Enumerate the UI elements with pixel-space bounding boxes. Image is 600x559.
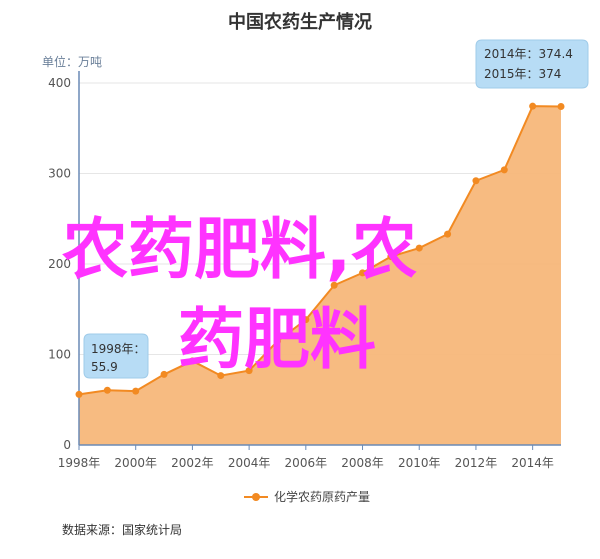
y-tick-label: 400 (48, 76, 71, 90)
data-point[interactable] (415, 244, 423, 252)
tooltip-1998-line2: 55.9 (91, 360, 118, 374)
data-point[interactable] (302, 316, 310, 324)
data-point[interactable] (472, 177, 480, 185)
source-note: 数据来源：国家统计局 (62, 522, 182, 537)
data-point[interactable] (557, 103, 565, 111)
x-tick-label: 2008年 (341, 456, 384, 470)
y-tick-label: 100 (48, 348, 71, 362)
data-point[interactable] (444, 230, 452, 238)
legend-label: 化学农药原药产量 (274, 489, 370, 504)
tooltip-2014: 2014年：374.4 2015年：374 (475, 39, 589, 89)
data-point[interactable] (217, 372, 225, 380)
x-tick-label: 2004年 (228, 456, 271, 470)
area-fill (79, 106, 561, 445)
data-point[interactable] (330, 281, 338, 289)
x-axis-ticks: 1998年 2000年 2002年 2004年 2006年 2008年 2010年 2012年… (58, 445, 554, 470)
data-point[interactable] (103, 386, 111, 394)
tooltip-2014-line2: 2015年：374 (484, 67, 561, 81)
legend[interactable]: 化学农药原药产量 (244, 489, 370, 504)
y-tick-label: 200 (48, 257, 71, 271)
data-point[interactable] (529, 102, 537, 110)
data-point[interactable] (75, 390, 83, 398)
unit-label: 单位：万吨 (42, 54, 102, 69)
tooltip-1998-line1: 1998年： (91, 342, 146, 356)
data-point[interactable] (245, 367, 253, 375)
x-tick-label: 2014年 (511, 456, 554, 470)
x-tick-label: 2002年 (171, 456, 214, 470)
x-tick-label: 2012年 (455, 456, 498, 470)
y-tick-label: 300 (48, 167, 71, 181)
data-point[interactable] (160, 370, 168, 378)
chart-title: 中国农药生产情况 (228, 11, 372, 33)
data-point[interactable] (188, 357, 196, 365)
series-line (78, 105, 562, 396)
data-point[interactable] (387, 253, 395, 261)
series-points[interactable] (75, 102, 565, 398)
y-tick-label: 0 (63, 438, 71, 452)
data-point[interactable] (500, 166, 508, 174)
overlay-text-line1: 农药肥料,农 (62, 211, 417, 288)
data-point[interactable] (132, 387, 140, 395)
axes (78, 71, 561, 446)
data-point[interactable] (273, 337, 281, 345)
x-tick-label: 2006年 (285, 456, 328, 470)
tooltip-2014-line1: 2014年：374.4 (484, 47, 573, 61)
y-axis-ticks: 0 100 200 300 400 (48, 76, 71, 452)
overlay-text-line2: 药肥料 (178, 301, 376, 378)
data-point[interactable] (359, 269, 367, 277)
tooltip-1998: 1998年： 55.9 (83, 333, 149, 379)
legend-swatch-marker (252, 493, 260, 501)
x-tick-label: 2000年 (114, 456, 157, 470)
x-tick-label: 2010年 (398, 456, 441, 470)
x-tick-label: 1998年 (58, 456, 101, 470)
series-area (78, 105, 562, 445)
